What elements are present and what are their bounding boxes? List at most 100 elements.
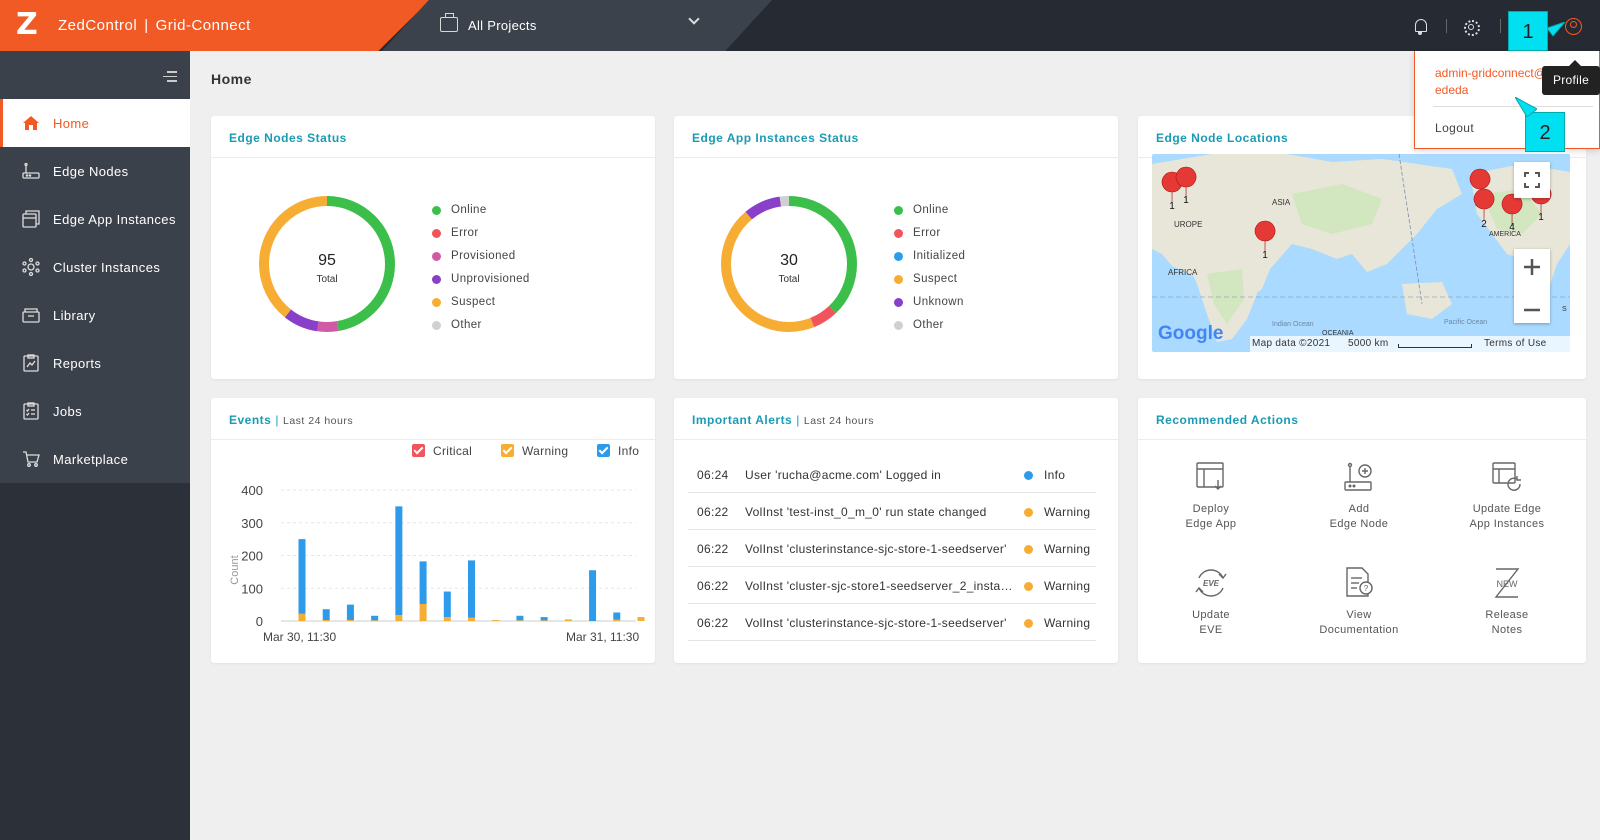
- bar-info[interactable]: [613, 612, 621, 620]
- add-edge-node-action[interactable]: Add Edge Node: [1299, 460, 1419, 532]
- view-documentation-action[interactable]: ? View Documentation: [1299, 566, 1419, 638]
- sidebar-item-reports[interactable]: Reports: [0, 339, 190, 387]
- update-eve-action[interactable]: EVE Update EVE: [1151, 566, 1271, 638]
- map-label-europe: UROPE: [1174, 220, 1202, 229]
- alert-row[interactable]: 06:22 VolInst 'clusterinstance-sjc-store…: [688, 530, 1096, 567]
- bar-warning[interactable]: [516, 620, 524, 622]
- bar-warning[interactable]: [346, 620, 354, 621]
- alert-row[interactable]: 06:22 VolInst 'cluster-sjc-store1-seedse…: [688, 567, 1096, 604]
- bar-info[interactable]: [298, 539, 306, 614]
- bar-warning[interactable]: [371, 620, 379, 622]
- user-email: admin-gridconnect@zededa: [1435, 66, 1552, 97]
- bar-warning[interactable]: [419, 603, 427, 621]
- legend-warning[interactable]: Warning: [501, 444, 568, 458]
- gear-icon[interactable]: [1462, 18, 1480, 36]
- bar-warning[interactable]: [492, 620, 500, 621]
- legend-item[interactable]: Error: [432, 227, 530, 250]
- page-title: Home: [211, 71, 252, 87]
- bar-warning[interactable]: [637, 617, 645, 621]
- bar-info[interactable]: [322, 609, 330, 621]
- collapse-menu-icon[interactable]: [163, 71, 177, 82]
- legend-critical[interactable]: Critical: [412, 444, 472, 458]
- brand-area[interactable]: Z ZedControl | Grid-Connect: [0, 0, 430, 51]
- sidebar-item-home[interactable]: Home: [0, 99, 190, 147]
- legend-item[interactable]: Suspect: [432, 296, 530, 319]
- world-map[interactable]: ASIA UROPE AFRICA AMERICA Indian Ocean P…: [1152, 154, 1570, 352]
- bar-warning[interactable]: [564, 619, 572, 621]
- project-selector[interactable]: All Projects: [468, 18, 537, 33]
- map-landmass: ASIA UROPE AFRICA AMERICA Indian Ocean P…: [1152, 154, 1570, 342]
- cart-icon: [23, 451, 40, 467]
- donut-segment-other[interactable]: [721, 196, 857, 332]
- alert-row[interactable]: 06:22 VolInst 'clusterinstance-sjc-store…: [688, 604, 1096, 641]
- alert-row[interactable]: 06:22 VolInst 'test-inst_0_m_0' run stat…: [688, 493, 1096, 530]
- map-marker[interactable]: 2: [1473, 188, 1495, 230]
- bell-icon[interactable]: [1412, 18, 1430, 36]
- bar-info[interactable]: [589, 570, 597, 621]
- legend-item[interactable]: Other: [894, 319, 965, 342]
- map-label-asia: ASIA: [1272, 198, 1291, 207]
- bar-warning[interactable]: [613, 619, 621, 621]
- bar-warning[interactable]: [322, 620, 330, 621]
- legend-item[interactable]: Provisioned: [432, 250, 530, 273]
- legend-item[interactable]: Online: [894, 204, 965, 227]
- legend-item[interactable]: Unprovisioned: [432, 273, 530, 296]
- bar-info[interactable]: [371, 615, 379, 621]
- sidebar-item-cluster-instances[interactable]: Cluster Instances: [0, 243, 190, 291]
- donut-segment-suspect[interactable]: [721, 196, 857, 332]
- map-marker[interactable]: 1: [1175, 166, 1197, 206]
- bar-warning[interactable]: [540, 620, 548, 622]
- release-notes-action[interactable]: NEW Release Notes: [1447, 566, 1567, 638]
- app-instances-icon: [22, 210, 40, 228]
- severity-dot: [1024, 582, 1033, 591]
- legend-item[interactable]: Suspect: [894, 273, 965, 296]
- bar-info[interactable]: [468, 560, 475, 618]
- user-profile-icon[interactable]: [1565, 18, 1583, 36]
- card-title: Edge Node Locations: [1156, 131, 1289, 145]
- bar-info[interactable]: [443, 591, 451, 618]
- sidebar-item-edge-nodes[interactable]: Edge Nodes: [0, 147, 190, 195]
- checkbox-icon[interactable]: [597, 444, 610, 457]
- checkbox-icon[interactable]: [501, 444, 514, 457]
- alert-severity: Warning: [1044, 542, 1091, 556]
- bar-info[interactable]: [419, 561, 427, 604]
- fullscreen-button[interactable]: [1514, 162, 1550, 198]
- donut-segment-suspect[interactable]: [259, 196, 395, 332]
- deploy-edge-app-action[interactable]: Deploy Edge App: [1151, 460, 1271, 532]
- bar-info[interactable]: [395, 506, 403, 616]
- bar-info[interactable]: [540, 617, 548, 621]
- sidebar-item-library[interactable]: Library: [0, 291, 190, 339]
- bar-warning[interactable]: [468, 617, 475, 621]
- legend-item[interactable]: Unknown: [894, 296, 965, 319]
- svg-text:EVE: EVE: [1203, 579, 1220, 588]
- logout-button[interactable]: Logout: [1435, 121, 1475, 135]
- update-edge-app-instances-action[interactable]: Update Edge App Instances: [1447, 460, 1567, 532]
- bar-warning[interactable]: [395, 615, 403, 621]
- map-scale-bar: [1398, 344, 1472, 348]
- zoom-out-icon[interactable]: [1514, 291, 1550, 328]
- bar-info[interactable]: [346, 604, 354, 621]
- legend-item[interactable]: Online: [432, 204, 530, 227]
- checkbox-icon[interactable]: [412, 444, 425, 457]
- donut-segment-provisioned[interactable]: [259, 196, 395, 332]
- map-marker[interactable]: 1: [1254, 220, 1276, 261]
- zoom-in-icon[interactable]: [1514, 249, 1550, 286]
- legend-item[interactable]: Other: [432, 319, 530, 342]
- events-bar-chart[interactable]: 0 100 200 300 400 Count Mar 30, 11:30 Mar 31, 1…: [211, 478, 655, 663]
- sidebar-item-label: Home: [53, 116, 90, 131]
- legend-info[interactable]: Info: [597, 444, 639, 458]
- sidebar-item-edge-app-instances[interactable]: Edge App Instances: [0, 195, 190, 243]
- alert-row[interactable]: 06:24 User 'rucha@acme.com' Logged in In…: [688, 456, 1096, 493]
- edge-nodes-donut[interactable]: [258, 195, 396, 333]
- bar-warning[interactable]: [298, 613, 306, 621]
- sidebar-item-marketplace[interactable]: Marketplace: [0, 435, 190, 483]
- alert-message: VolInst 'clusterinstance-sjc-store-1-see…: [745, 542, 1007, 556]
- terms-link[interactable]: Terms of Use: [1484, 338, 1547, 349]
- legend-item[interactable]: Error: [894, 227, 965, 250]
- bar-info[interactable]: [516, 615, 524, 621]
- bar-warning[interactable]: [443, 617, 451, 621]
- sidebar-item-jobs[interactable]: Jobs: [0, 387, 190, 435]
- svg-text:1: 1: [1183, 195, 1189, 206]
- legend-item[interactable]: Initialized: [894, 250, 965, 273]
- edge-app-donut[interactable]: [720, 195, 858, 333]
